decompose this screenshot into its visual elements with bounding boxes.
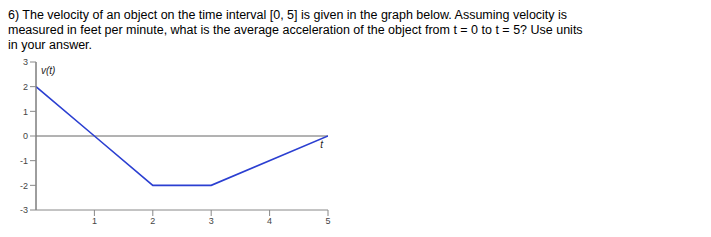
svg-text:-2: -2 bbox=[20, 181, 28, 191]
svg-text:0: 0 bbox=[23, 131, 28, 141]
html-text:6) The velocity of an object o: 6) The velocity of an object on the time… bbox=[8, 8, 568, 22]
svg-text:t: t bbox=[320, 139, 324, 150]
svg-text:2: 2 bbox=[150, 216, 155, 226]
svg-text:2: 2 bbox=[23, 82, 28, 92]
svg-text:3: 3 bbox=[209, 216, 214, 226]
svg-text:v(t): v(t) bbox=[41, 65, 55, 76]
svg-text:4: 4 bbox=[267, 216, 272, 226]
svg-text:-3: -3 bbox=[20, 205, 28, 215]
svg-text:-1: -1 bbox=[20, 156, 28, 166]
html-text:measured in feet per minute, w: measured in feet per minute, what is the… bbox=[8, 23, 583, 37]
svg-text:1: 1 bbox=[23, 107, 28, 117]
svg-text:1: 1 bbox=[92, 216, 97, 226]
html-text:in your answer.: in your answer. bbox=[8, 38, 93, 52]
svg-text:3: 3 bbox=[23, 57, 28, 67]
svg-text:5: 5 bbox=[325, 216, 330, 226]
